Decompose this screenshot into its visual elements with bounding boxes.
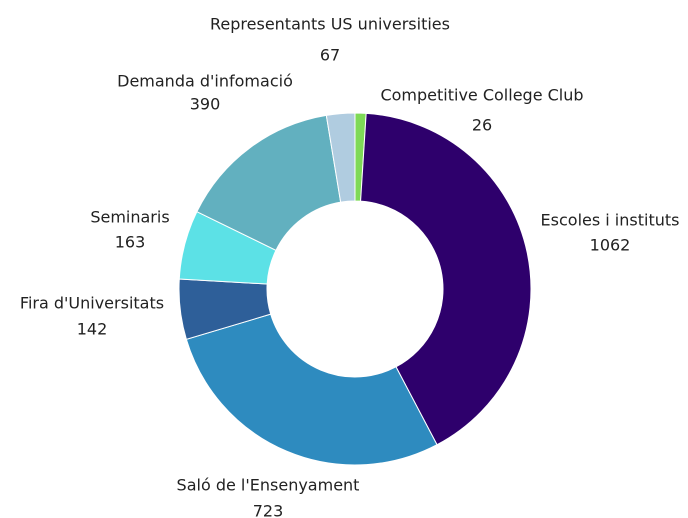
slice-label: Fira d'Universitats — [20, 294, 164, 313]
slice-value: 26 — [472, 116, 492, 135]
slice-value: 390 — [190, 95, 221, 114]
slice-label: Escoles i instituts — [541, 211, 680, 230]
slice-label: Competitive College Club — [380, 86, 583, 105]
donut-slice — [325, 112, 356, 203]
slice-label: Saló de l'Ensenyament — [177, 476, 360, 495]
slice-label: Seminaris — [90, 208, 169, 227]
donut-slice — [196, 114, 342, 252]
slice-value: 723 — [253, 502, 284, 518]
donut-slice — [185, 313, 438, 466]
slice-label: Representants US universities — [210, 15, 450, 34]
slice-label: Demanda d'infomació — [117, 72, 293, 91]
slice-value: 67 — [320, 46, 340, 65]
slice-value: 142 — [77, 320, 108, 339]
donut-slice — [360, 112, 532, 446]
slice-value: 163 — [115, 233, 146, 252]
slice-value: 1062 — [590, 236, 631, 255]
